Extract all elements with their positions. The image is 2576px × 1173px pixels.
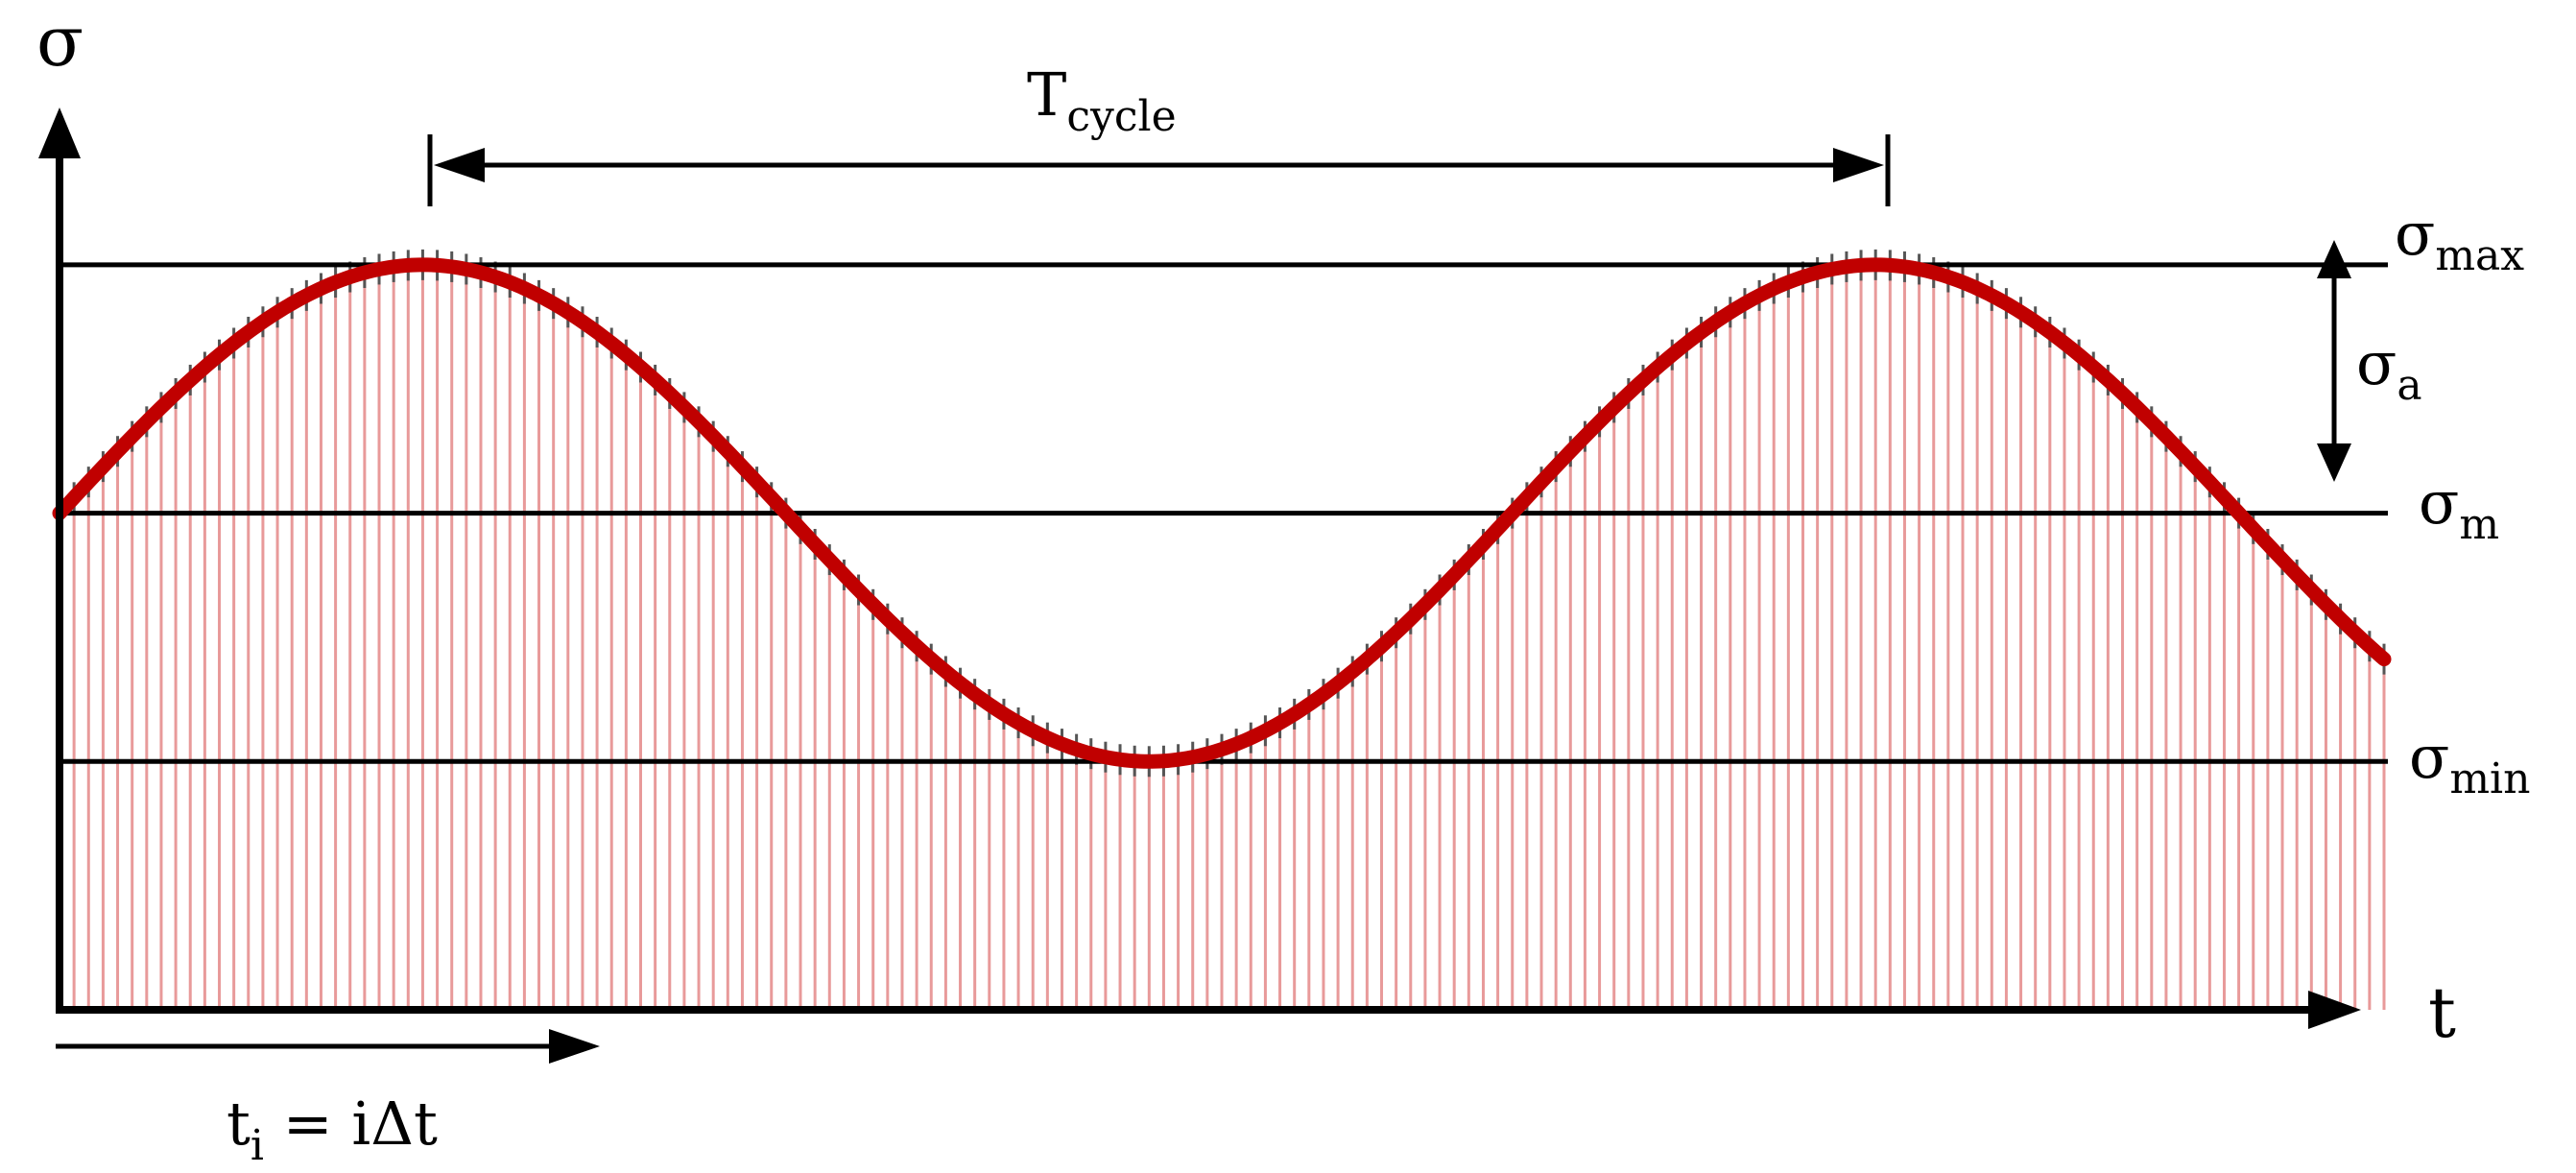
time-step-arrowhead bbox=[549, 1029, 600, 1064]
y-axis-label: σ bbox=[36, 1, 83, 82]
y-axis-arrowhead bbox=[38, 108, 81, 158]
x-axis-label: t bbox=[2428, 972, 2456, 1053]
amplitude-top-arrowhead bbox=[2317, 240, 2351, 278]
sigma-min-label: σmin bbox=[2409, 722, 2530, 803]
period-label: Tcycle bbox=[1027, 60, 1177, 141]
amplitude-bottom-arrowhead bbox=[2317, 443, 2351, 482]
period-right-arrowhead bbox=[1833, 148, 1884, 182]
sigma-max-label: σmax bbox=[2395, 199, 2524, 280]
sigma-a-label: σa bbox=[2356, 328, 2422, 410]
time-step-label: ti = iΔt bbox=[227, 1089, 438, 1170]
period-left-arrowhead bbox=[434, 148, 485, 182]
x-axis-arrowhead bbox=[2308, 991, 2361, 1029]
sigma-m-label: σm bbox=[2419, 467, 2499, 549]
stress-curve bbox=[52, 257, 2392, 769]
sample-bars bbox=[58, 264, 2386, 1010]
